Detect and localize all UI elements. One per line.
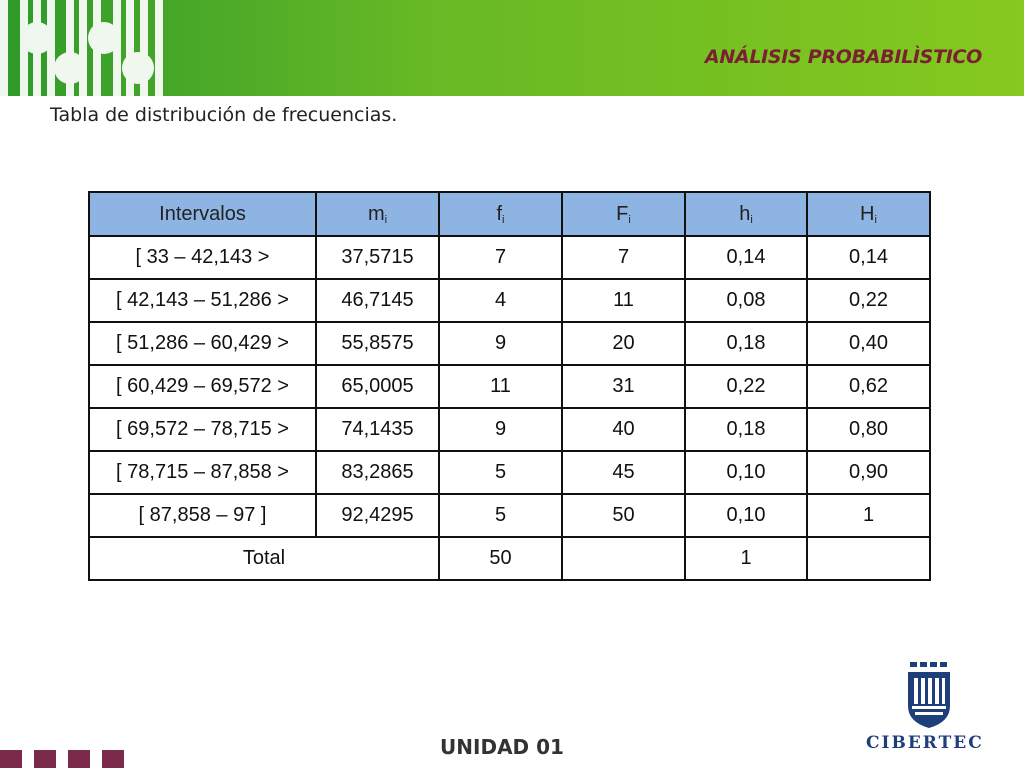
header-fi: fi <box>438 191 563 237</box>
header-decoration <box>0 0 163 96</box>
cell-hi: 0,22 <box>684 364 808 409</box>
table-row: [ 69,572 – 78,715 > 74,1435 9 40 0,18 0,… <box>88 407 931 452</box>
cell-mi: 37,5715 <box>315 235 440 280</box>
table-row: [ 60,429 – 69,572 > 65,0005 11 31 0,22 0… <box>88 364 931 409</box>
cell-hi: 0,18 <box>684 321 808 366</box>
cell-mi: 55,8575 <box>315 321 440 366</box>
table-row: [ 42,143 – 51,286 > 46,7145 4 11 0,08 0,… <box>88 278 931 323</box>
cell-interval: [ 42,143 – 51,286 > <box>88 278 317 323</box>
cell-mi: 83,2865 <box>315 450 440 495</box>
cell-Fi: 11 <box>561 278 686 323</box>
cell-Hi: 0,14 <box>806 235 931 280</box>
cell-fi: 9 <box>438 407 563 452</box>
cell-fi: 5 <box>438 450 563 495</box>
table-header-row: Intervalos mi fi Fi hi Hi <box>88 191 931 237</box>
cell-Fi: 7 <box>561 235 686 280</box>
cell-fi: 9 <box>438 321 563 366</box>
slide-subtitle: Tabla de distribución de frecuencias. <box>50 104 398 126</box>
frequency-table: Intervalos mi fi Fi hi Hi [ 33 – 42,143 … <box>88 191 931 581</box>
cell-Fi: 31 <box>561 364 686 409</box>
cell-fi: 4 <box>438 278 563 323</box>
cell-hi: 0,10 <box>684 450 808 495</box>
cell-mi: 74,1435 <box>315 407 440 452</box>
logo-wordmark: CIBERTEC <box>866 733 984 753</box>
table-row: [ 33 – 42,143 > 37,5715 7 7 0,14 0,14 <box>88 235 931 280</box>
total-label: Total <box>88 536 440 581</box>
total-hi: 1 <box>684 536 808 581</box>
cell-Hi: 0,90 <box>806 450 931 495</box>
cell-interval: [ 87,858 – 97 ] <box>88 493 317 538</box>
table-row: [ 87,858 – 97 ] 92,4295 5 50 0,10 1 <box>88 493 931 538</box>
table-row: [ 51,286 – 60,429 > 55,8575 9 20 0,18 0,… <box>88 321 931 366</box>
header-Hi-cumulative: Hi <box>806 191 931 237</box>
cell-hi: 0,14 <box>684 235 808 280</box>
cell-interval: [ 60,429 – 69,572 > <box>88 364 317 409</box>
cell-Hi: 0,62 <box>806 364 931 409</box>
cell-Hi: 0,80 <box>806 407 931 452</box>
total-Hi <box>806 536 931 581</box>
header-intervalos: Intervalos <box>88 191 317 237</box>
header-mi: mi <box>315 191 440 237</box>
cell-interval: [ 69,572 – 78,715 > <box>88 407 317 452</box>
cell-fi: 7 <box>438 235 563 280</box>
cell-Hi: 1 <box>806 493 931 538</box>
cell-hi: 0,10 <box>684 493 808 538</box>
cell-Fi: 20 <box>561 321 686 366</box>
cell-interval: [ 33 – 42,143 > <box>88 235 317 280</box>
table-row: [ 78,715 – 87,858 > 83,2865 5 45 0,10 0,… <box>88 450 931 495</box>
cell-interval: [ 78,715 – 87,858 > <box>88 450 317 495</box>
cell-Fi: 50 <box>561 493 686 538</box>
cell-mi: 46,7145 <box>315 278 440 323</box>
cell-Fi: 45 <box>561 450 686 495</box>
cell-interval: [ 51,286 – 60,429 > <box>88 321 317 366</box>
total-fi: 50 <box>438 536 563 581</box>
total-row: Total 50 1 <box>88 536 931 581</box>
cell-fi: 5 <box>438 493 563 538</box>
cell-Hi: 0,22 <box>806 278 931 323</box>
cell-mi: 65,0005 <box>315 364 440 409</box>
cell-Fi: 40 <box>561 407 686 452</box>
cell-fi: 11 <box>438 364 563 409</box>
cibertec-shield-logo <box>908 662 950 728</box>
total-Fi <box>561 536 686 581</box>
cell-Hi: 0,40 <box>806 321 931 366</box>
header-band: ANÁLISIS PROBABILÌSTICO <box>0 0 1024 96</box>
header-title: ANÁLISIS PROBABILÌSTICO <box>704 46 982 68</box>
unit-label: UNIDAD 01 <box>440 735 564 759</box>
header-Fi-cumulative: Fi <box>561 191 686 237</box>
cell-hi: 0,08 <box>684 278 808 323</box>
cell-hi: 0,18 <box>684 407 808 452</box>
header-hi: hi <box>684 191 808 237</box>
cell-mi: 92,4295 <box>315 493 440 538</box>
